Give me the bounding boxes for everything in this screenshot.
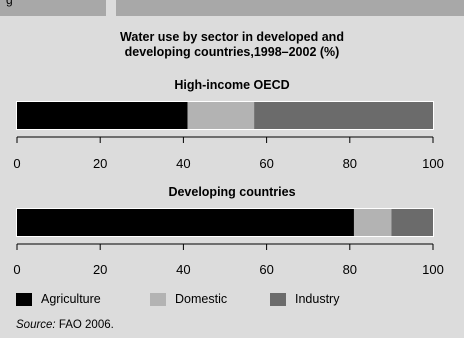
panel-1-tick-label-80: 80 [343,262,357,277]
legend-item-domestic: Domestic [150,292,227,306]
legend: Agriculture Domestic Industry [16,292,456,308]
source-note: Source: FAO 2006. [16,319,114,331]
legend-swatch-industry [270,292,286,306]
source-label: Source: [16,319,56,331]
panel-0-tick-label-60: 60 [259,156,273,171]
panel-1-bar-domestic [353,209,392,236]
panel-1-tick-label-0: 0 [13,262,20,277]
panel-0-tick-label-0: 0 [13,156,20,171]
legend-label-domestic: Domestic [175,292,228,306]
tab-right[interactable] [116,0,464,16]
panel-0-tick-label-20: 20 [93,156,107,171]
panel-0-bar-agriculture [17,102,188,129]
panel-title-oecd: High-income OECD [174,78,290,92]
panel-0-bar-industry [254,102,433,129]
panel-1-bar-agriculture [17,209,354,236]
tab-left[interactable]: g [0,0,106,16]
top-tabs: g [0,0,464,20]
panel-0-bar-domestic [187,102,255,129]
legend-label-agriculture: Agriculture [41,292,101,306]
chart-title-line-2: developing countries,1998–2002 (%) [124,45,340,59]
legend-swatch-domestic [150,292,166,306]
panel-1-tick-label-40: 40 [176,262,190,277]
legend-swatch-agriculture [16,292,32,306]
source-text: FAO 2006. [55,319,114,331]
panel-0-tick-label-40: 40 [176,156,190,171]
legend-item-industry: Industry [270,292,339,306]
legend-label-industry: Industry [295,292,340,306]
panel-1-bar-industry [391,209,433,236]
panel-1-tick-label-60: 60 [259,262,273,277]
panel-1-tick-label-20: 20 [93,262,107,277]
legend-item-agriculture: Agriculture [16,292,101,306]
panel-1-tick-label-100: 100 [422,262,444,277]
panel-title-developing: Developing countries [168,185,296,199]
tab-left-text: g [6,0,13,7]
chart-title: Water use by sector in developed and dev… [0,30,464,60]
panel-0-tick-label-100: 100 [422,156,444,171]
panel-0-tick-label-80: 80 [343,156,357,171]
chart-title-line-1: Water use by sector in developed and [120,30,344,44]
